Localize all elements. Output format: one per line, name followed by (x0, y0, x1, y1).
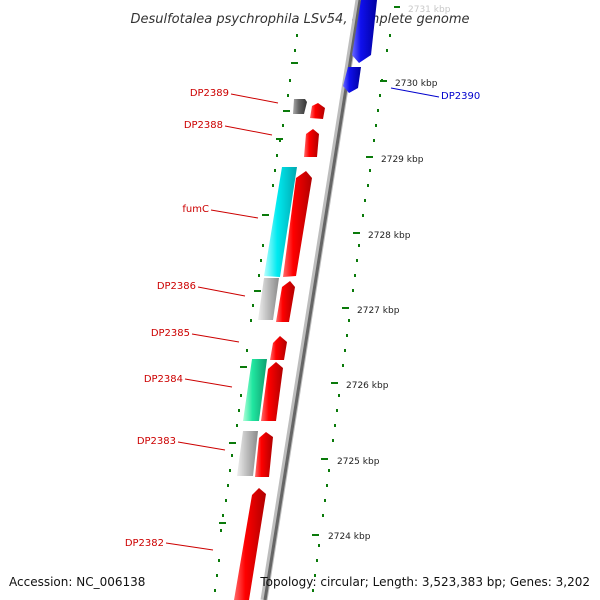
topology-summary: Topology: circular; Length: 3,523,383 bp… (259, 575, 590, 589)
label-DP2385: DP2385 (151, 328, 190, 339)
tick-mark (321, 458, 328, 460)
label-DP2382: DP2382 (125, 538, 164, 549)
label-DP2390: DP2390 (441, 91, 480, 102)
kbp-scale: 2731 kbp 2730 kbp 2729 kbp 2728 kbp 2727… (312, 5, 451, 542)
gene-DP2389[interactable] (293, 99, 307, 114)
gene-labels: DP2389 DP2388 fumC DP2386 DP2385 DP2384 … (125, 87, 480, 551)
accession-label: Accession: NC_006138 (9, 575, 145, 589)
label-DP2389: DP2389 (190, 88, 229, 99)
tick-label-2730: 2730 kbp (395, 79, 438, 89)
tick-mark (380, 80, 387, 82)
tick-mark (353, 232, 360, 234)
tick-label-2725: 2725 kbp (337, 457, 380, 467)
gene-DP2384[interactable] (243, 359, 267, 421)
inner-dotted-track (214, 34, 298, 592)
genome-backbone (260, 0, 363, 600)
label-DP2383: DP2383 (137, 436, 176, 447)
gene-DP2386[interactable] (258, 278, 279, 320)
gene-DP2385[interactable] (270, 336, 287, 360)
tick-label-2731: 2731 kbp (408, 5, 451, 15)
gene-fumC[interactable] (264, 167, 297, 277)
gene-DP2386-forward[interactable] (276, 281, 295, 322)
label-fumC: fumC (182, 204, 209, 215)
tick-mark (312, 534, 319, 536)
tick-label-2729: 2729 kbp (381, 155, 424, 165)
gene-DP2390-upper[interactable] (352, 0, 377, 63)
tick-label-2727: 2727 kbp (357, 306, 400, 316)
gene-DP2383[interactable] (237, 431, 258, 476)
tick-mark (342, 307, 349, 309)
gene-DP2382[interactable] (234, 488, 266, 600)
forward-strand-genes[interactable] (234, 103, 325, 600)
annotated-genes[interactable] (237, 99, 307, 476)
tick-label-2726: 2726 kbp (346, 381, 389, 391)
map-title: Desulfotalea psychrophila LSv54, complet… (130, 12, 469, 27)
label-DP2388: DP2388 (184, 120, 223, 131)
gene-fumC-forward[interactable] (283, 171, 312, 277)
reverse-strand-genes[interactable] (343, 0, 377, 93)
tick-mark (366, 156, 373, 158)
tick-mark (394, 6, 400, 8)
label-DP2384: DP2384 (144, 374, 183, 385)
tick-label-2728: 2728 kbp (368, 231, 411, 241)
label-DP2386: DP2386 (157, 281, 196, 292)
tick-mark (331, 382, 338, 384)
gene-DP2390[interactable] (343, 67, 361, 93)
gene-DP2388[interactable] (304, 129, 319, 157)
gene-DP2389-forward[interactable] (310, 103, 325, 119)
outer-dotted-track (312, 34, 391, 592)
gene-DP2384-forward[interactable] (261, 362, 283, 421)
tick-label-2724: 2724 kbp (328, 532, 371, 542)
gene-DP2383-forward[interactable] (255, 432, 273, 477)
